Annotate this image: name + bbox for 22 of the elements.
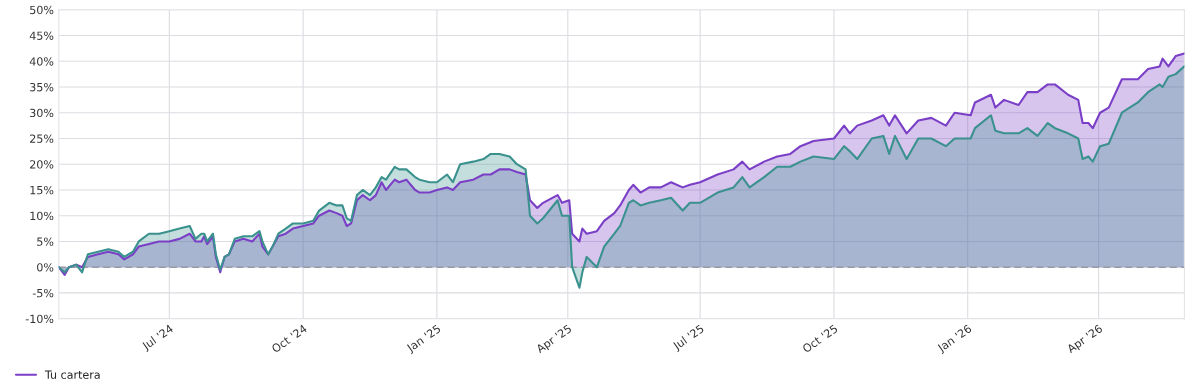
- y-tick-label: -10%: [25, 314, 54, 324]
- y-tick-label: 50%: [30, 5, 54, 15]
- x-tick-label: Apr '25: [535, 324, 574, 356]
- y-tick-label: 15%: [30, 185, 54, 195]
- y-tick-label: 10%: [30, 211, 54, 221]
- y-tick-label: 40%: [29, 57, 54, 66]
- x-tick-label: Oct '24: [271, 324, 308, 354]
- x-tick-label: Apr '26: [1066, 324, 1105, 356]
- y-tick-label: 20%: [30, 160, 54, 169]
- y-tick-label: 25%: [30, 134, 54, 143]
- y-tick-label: 30%: [30, 108, 54, 118]
- y-tick-label: 35%: [30, 82, 54, 92]
- x-tick-label: Jul '24: [140, 323, 175, 353]
- legend-label: Tu cartera: [44, 370, 100, 379]
- x-tick-label: Jul '25: [671, 324, 706, 353]
- x-tick-label: Jan '25: [405, 324, 443, 355]
- y-tick-label: 5%: [37, 237, 54, 246]
- y-tick-label: -5%: [32, 288, 54, 298]
- y-tick-label: 0%: [37, 263, 54, 272]
- y-tick-label: 45%: [29, 31, 54, 40]
- x-tick-label: Jan '26: [936, 324, 974, 355]
- x-tick-label: Oct '25: [801, 324, 839, 354]
